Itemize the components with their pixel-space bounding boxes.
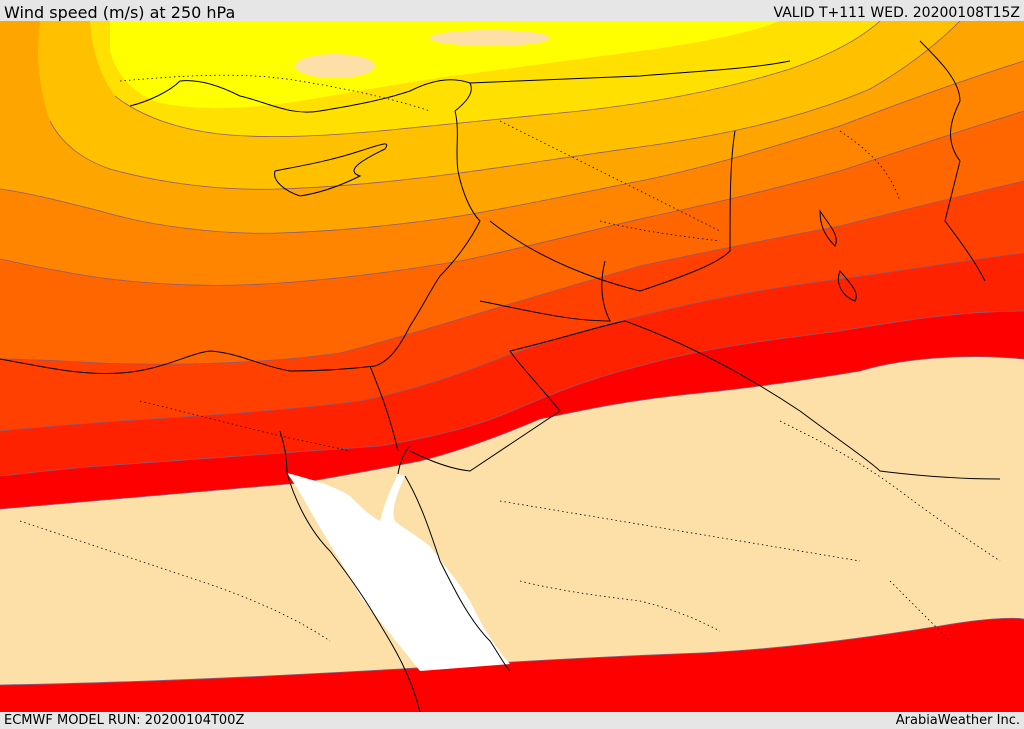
wind-band-red-south [0, 618, 1024, 712]
low-wind-pocket-1 [295, 54, 375, 78]
admin-boundary-7 [779, 420, 1001, 562]
coastline-sinai-west [279, 430, 288, 474]
low-wind-pocket-2 [430, 30, 550, 46]
coastline-red-sea-west [286, 472, 421, 712]
header-bar: Wind speed (m/s) at 250 hPa VALID T+111 … [0, 0, 1024, 22]
wind-band-yellow [110, 21, 780, 109]
admin-boundary-1 [119, 74, 431, 112]
contour-2 [0, 310, 1024, 477]
coastline-levant [374, 110, 481, 367]
admin-boundary-8 [599, 220, 721, 242]
coastline-red-sea-east [404, 475, 511, 672]
contour-4 [0, 180, 1024, 365]
admin-boundary-4 [19, 520, 331, 642]
admin-boundary-6 [519, 580, 721, 632]
border-egypt-israel [369, 365, 399, 452]
contour-7 [49, 21, 961, 190]
border-syria-turkey [469, 60, 791, 84]
credit: ArabiaWeather Inc. [895, 713, 1020, 728]
contour-9 [0, 617, 1024, 686]
border-jordan-iraq [479, 260, 611, 322]
map-title: Wind speed (m/s) at 250 hPa [4, 3, 236, 22]
coastline-sinai-east [397, 445, 411, 475]
coastline-gulf [819, 209, 857, 302]
coastline-cyprus [274, 143, 388, 197]
coastline-turkey [129, 79, 472, 113]
contour-6 [0, 60, 1024, 234]
wind-band-orange-west [0, 199, 40, 219]
coastline-egypt [0, 350, 376, 374]
valid-time: VALID T+111 WED. 20200108T15Z [773, 5, 1020, 21]
model-run: ECMWF MODEL RUN: 20200104T00Z [4, 713, 245, 728]
border-jordan-saudi [409, 320, 626, 472]
contour-8 [114, 21, 881, 138]
contour-3 [0, 252, 1024, 432]
coastline-east-ridge [919, 40, 986, 282]
border-iraq-saudi [624, 320, 1001, 480]
wind-speed-map [0, 21, 1024, 712]
contour-5 [0, 110, 1024, 286]
footer-bar: ECMWF MODEL RUN: 20200104T00Z ArabiaWeat… [0, 712, 1024, 729]
contour-1 [0, 356, 1024, 510]
red-sea [287, 473, 510, 671]
border-syria-iraq [489, 130, 736, 292]
